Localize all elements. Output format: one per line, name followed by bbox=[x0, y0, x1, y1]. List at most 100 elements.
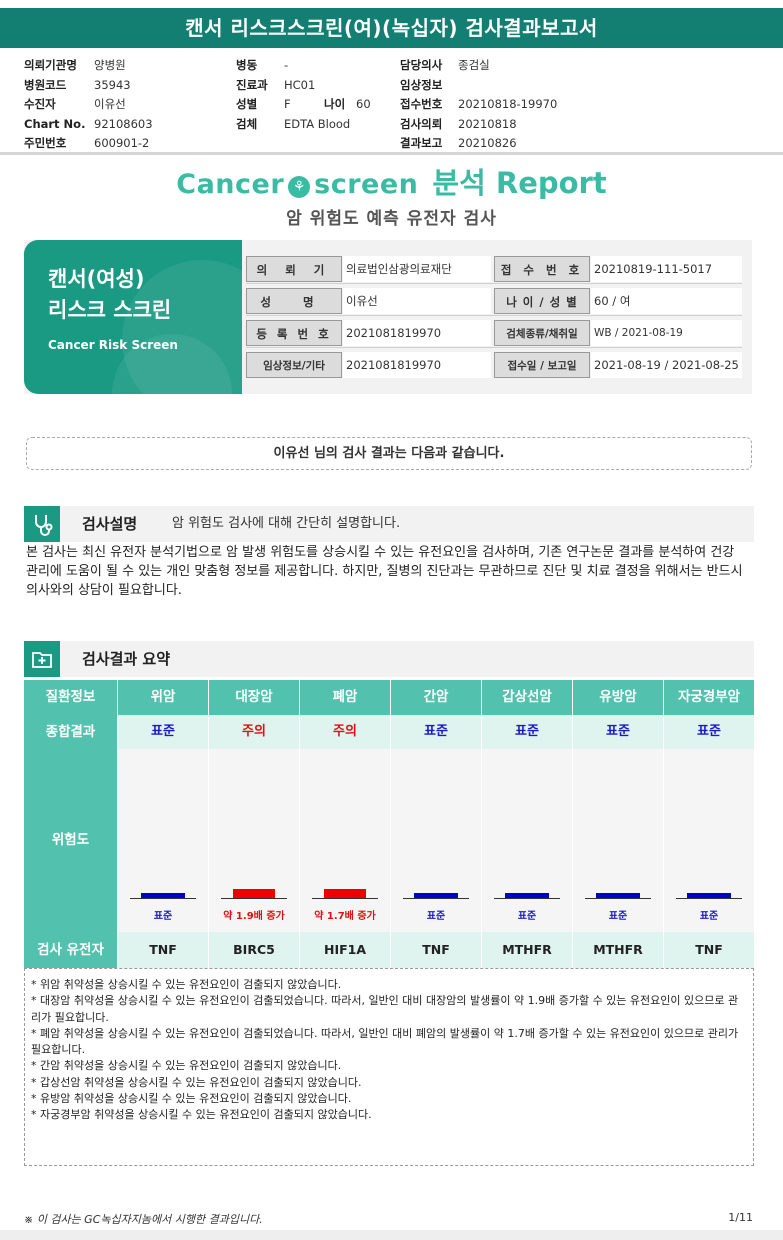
report-subtitle: 암 위험도 예측 유전자 검사 bbox=[286, 209, 497, 229]
risk-bar bbox=[505, 893, 549, 898]
info-value: 600901-2 bbox=[94, 136, 150, 150]
risk-label: 표준 bbox=[153, 911, 173, 922]
disease-header-row: 질환정보 위암 대장암 폐암 간암 갑상선암 유방암 자궁경부암 bbox=[24, 680, 754, 715]
patient-table-row: 등 록 번 호 2021081819970 검체종류/채취일 WB / 2021… bbox=[246, 316, 742, 348]
disease-name: 자궁경부암 bbox=[663, 680, 754, 715]
patient-summary-box: 캔서(여성) 리스크 스크린 Cancer Risk Screen 의 뢰 기 관… bbox=[24, 240, 752, 394]
info-label: 담당의사 bbox=[400, 58, 443, 72]
patient-table-row: 성 명 이유선 나 이 / 성 별 60 / 여 bbox=[246, 284, 742, 316]
risk-label: 표준 bbox=[608, 911, 628, 922]
info-value: EDTA Blood bbox=[284, 116, 351, 131]
gene-name: HIF1A bbox=[299, 932, 390, 968]
row-label-risk: 위험도 bbox=[24, 749, 117, 932]
test-name-card: 캔서(여성) 리스크 스크린 Cancer Risk Screen bbox=[24, 240, 242, 394]
result-intro: 이유선 님의 검사 결과는 다음과 같습니다. bbox=[26, 437, 752, 470]
age-label: 나이 bbox=[324, 97, 346, 111]
patient-table: 의 뢰 기 관 의료법인삼광의료재단 접 수 번 호 20210819-111-… bbox=[246, 252, 742, 380]
risk-baseline bbox=[585, 898, 651, 899]
overall-result: 표준 bbox=[663, 715, 754, 749]
section-header-summary: 검사결과 요약 bbox=[24, 641, 754, 677]
info-column-1: 의뢰기관명 양병원 병원코드 35943 수진자 이유선 Chart No. 92108… bbox=[24, 56, 153, 154]
info-label: 수진자 bbox=[24, 97, 56, 111]
section-description: 암 위험도 검사에 대해 간단히 설명합니다. bbox=[172, 516, 401, 531]
info-row: Chart No. 92108603 bbox=[24, 115, 153, 135]
gene-name: TNF bbox=[117, 932, 208, 968]
card-title-line1: 캔서(여성) bbox=[48, 267, 145, 291]
info-label: Chart No. bbox=[24, 116, 86, 131]
section-title: 검사결과 요약 bbox=[82, 650, 171, 668]
row-label-gene: 검사 유전자 bbox=[24, 932, 117, 968]
stethoscope-icon-svg bbox=[35, 515, 53, 536]
risk-cell: 약 1.7배 증가 bbox=[299, 749, 390, 932]
patient-table-label: 성 명 bbox=[246, 288, 342, 314]
risk-label: 표준 bbox=[517, 911, 537, 922]
overall-result: 주의 bbox=[208, 715, 299, 749]
info-value: 종검실 bbox=[458, 58, 490, 72]
gene-name: TNF bbox=[390, 932, 481, 968]
info-label: 의뢰기관명 bbox=[24, 58, 77, 72]
overall-result: 표준 bbox=[390, 715, 481, 749]
patient-table-label: 의 뢰 기 관 bbox=[246, 256, 342, 303]
risk-cell: 표준 bbox=[117, 749, 208, 932]
patient-table-value: 2021081819970 bbox=[343, 320, 491, 346]
info-row: 검체 EDTA Blood bbox=[236, 115, 371, 135]
age-value: 60 bbox=[356, 97, 371, 111]
info-label: 접수번호 bbox=[400, 97, 443, 111]
risk-baseline bbox=[130, 898, 196, 899]
info-row: 성별 F 나이 60 bbox=[236, 95, 371, 115]
info-row: 의뢰기관명 양병원 bbox=[24, 56, 153, 76]
info-value: - bbox=[284, 58, 289, 72]
info-row: 담당의사 종검실 bbox=[400, 56, 557, 76]
card-english-title: Cancer Risk Screen bbox=[48, 338, 178, 352]
risk-cell: 표준 bbox=[481, 749, 572, 932]
header-divider bbox=[0, 152, 783, 155]
risk-bar bbox=[141, 893, 185, 898]
risk-label: 표준 bbox=[699, 911, 719, 922]
risk-bar bbox=[324, 889, 366, 898]
logo-screen-text: screen bbox=[314, 169, 419, 200]
info-value: 20210826 bbox=[458, 136, 517, 150]
result-notes: * 위암 취약성을 상승시킬 수 있는 유전요인이 검출되지 않았습니다. * … bbox=[24, 968, 754, 1166]
info-label: 주민번호 bbox=[24, 136, 67, 150]
info-row: 주민번호 600901-2 bbox=[24, 134, 153, 154]
info-value: F bbox=[284, 97, 291, 111]
page-number: 1/11 bbox=[728, 1211, 753, 1224]
row-label-summary: 종합결과 bbox=[24, 715, 117, 749]
patient-table-row: 임상정보/기타 2021081819970 접수일 / 보고일 2021-08-… bbox=[246, 348, 742, 380]
patient-table-value: 2021081819970 bbox=[343, 352, 491, 378]
info-value: 35943 bbox=[94, 77, 131, 92]
info-label: 검사의뢰 bbox=[400, 116, 443, 131]
note-item: * 자궁경부암 취약성을 상승시킬 수 있는 유전요인이 검출되지 않았습니다. bbox=[31, 1108, 372, 1122]
info-row: 수진자 이유선 bbox=[24, 95, 153, 115]
risk-baseline bbox=[494, 898, 560, 899]
patient-table-label: 접 수 번 호 bbox=[494, 256, 590, 282]
patient-table-row: 의 뢰 기 관 의료법인삼광의료재단 접 수 번 호 20210819-111-… bbox=[246, 252, 742, 303]
info-column-3: 담당의사 종검실 임상정보 접수번호 20210818-19970 검사의뢰 2021… bbox=[400, 56, 557, 154]
patient-table-value: 의료법인삼광의료재단 bbox=[343, 256, 491, 282]
info-value: HC01 bbox=[284, 77, 316, 92]
patient-table-value: 60 / 여 bbox=[591, 288, 742, 314]
gene-name: MTHFR bbox=[572, 932, 663, 968]
note-item: * 대장암 취약성을 상승시킬 수 있는 유전요인이 검출되었습니다. 따라서,… bbox=[31, 994, 739, 1024]
medical-folder-icon bbox=[24, 641, 60, 677]
info-row: 진료과 HC01 bbox=[236, 76, 371, 96]
card-title: 캔서(여성) 리스크 스크린 bbox=[48, 264, 171, 326]
disease-name: 위암 bbox=[117, 680, 208, 715]
row-label-disease: 질환정보 bbox=[24, 680, 117, 715]
overall-result: 표준 bbox=[572, 715, 663, 749]
disease-name: 폐암 bbox=[299, 680, 390, 715]
risk-baseline bbox=[312, 898, 378, 899]
patient-table-value: 20210819-111-5017 bbox=[591, 256, 742, 282]
disease-name: 간암 bbox=[390, 680, 481, 715]
patient-table-label: 나 이 / 성 별 bbox=[494, 288, 590, 314]
note-item: * 간암 취약성을 상승시킬 수 있는 유전요인이 검출되지 않았습니다. bbox=[31, 1059, 342, 1073]
patient-table-label: 접수일 / 보고일 bbox=[494, 352, 590, 378]
report-title: 캔서 리스크스크린(여)(녹십자) 검사결과보고서 bbox=[0, 8, 783, 48]
info-label: 진료과 bbox=[236, 77, 268, 92]
footer-note: ※ 이 검사는 GC녹십자지놈에서 시행한 결과입니다. bbox=[24, 1213, 263, 1226]
info-label: 병동 bbox=[236, 58, 258, 72]
info-row: 접수번호 20210818-19970 bbox=[400, 95, 557, 115]
risk-bar bbox=[233, 889, 275, 898]
logo-report-text: 분석 Report bbox=[432, 166, 607, 200]
patient-table-value: 이유선 bbox=[343, 288, 491, 314]
